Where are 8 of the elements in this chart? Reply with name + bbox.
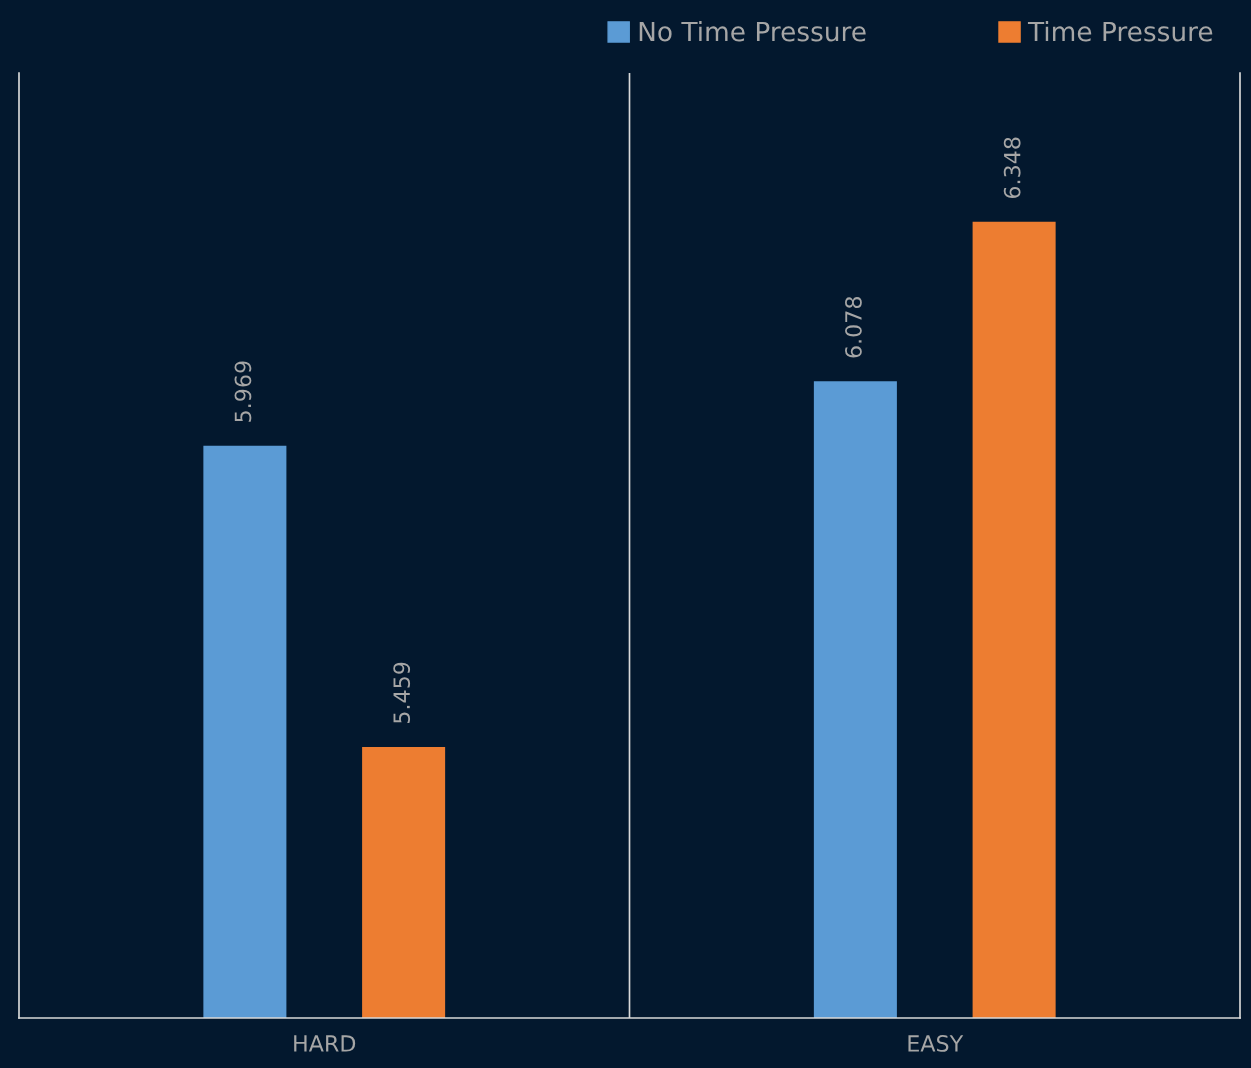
x-tick-label: HARD	[294, 1035, 356, 1052]
legend-label: No Time Pressure	[639, 21, 866, 42]
x-tick-label: EASY	[908, 1035, 964, 1052]
data-label: 6.348	[1003, 137, 1021, 199]
data-label: 5.459	[393, 662, 411, 723]
legend-label: Time Pressure	[1027, 21, 1213, 42]
data-label: 5.969	[234, 361, 252, 422]
data-label: 6.078	[845, 296, 862, 358]
